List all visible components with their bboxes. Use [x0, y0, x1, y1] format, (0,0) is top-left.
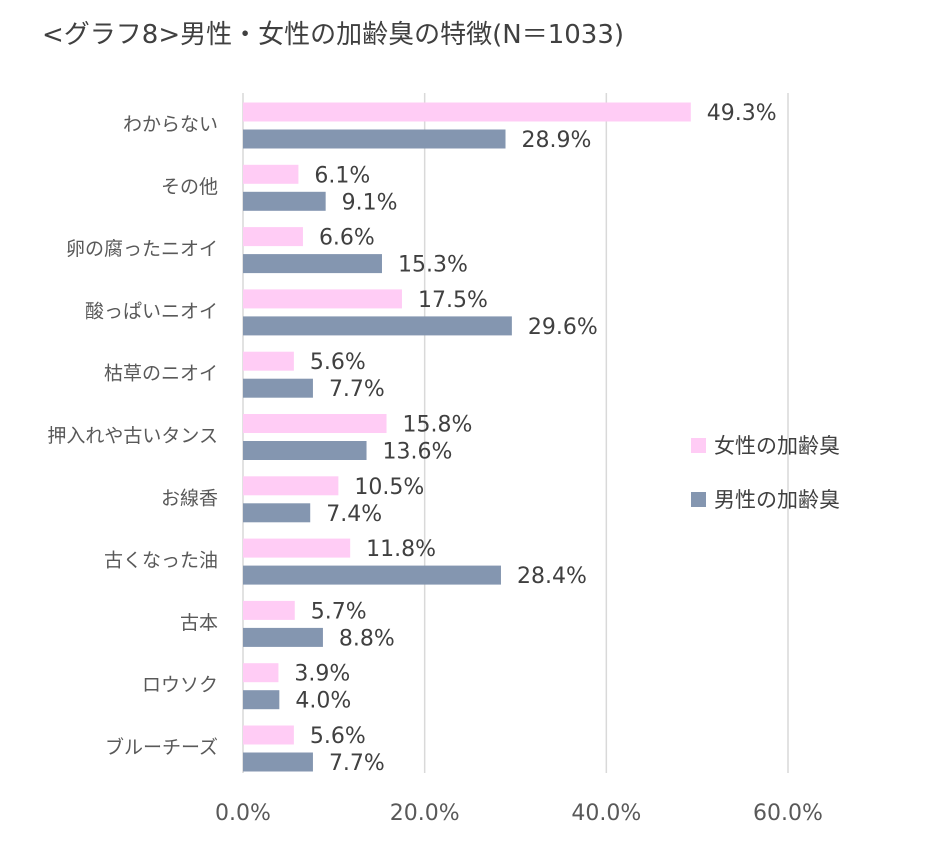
bar-female	[243, 289, 402, 309]
x-tick-label: 60.0%	[753, 801, 823, 826]
data-label: 28.4%	[517, 564, 587, 589]
data-label: 13.6%	[383, 440, 453, 465]
bar-male	[243, 565, 501, 585]
data-label: 9.1%	[342, 190, 398, 215]
category-label: 卵の腐ったニオイ	[66, 238, 218, 260]
category-label: お線香	[161, 487, 218, 509]
bar-male	[243, 503, 311, 523]
data-label: 11.8%	[366, 537, 436, 562]
category-label: わからない	[123, 114, 218, 136]
x-tick-label: 0.0%	[215, 801, 271, 826]
data-label: 5.6%	[310, 724, 366, 749]
legend-label: 女性の加齢臭	[714, 434, 840, 458]
category-label: 酸っぱいニオイ	[85, 300, 218, 322]
data-label: 5.7%	[311, 599, 367, 624]
category-label: 押入れや古いタンス	[47, 425, 218, 447]
data-label: 17.5%	[418, 288, 488, 313]
data-label: 6.6%	[319, 226, 375, 251]
bar-female	[243, 227, 303, 247]
x-tick-label: 20.0%	[390, 801, 460, 826]
bar-female	[243, 351, 294, 371]
bar-female	[243, 102, 691, 122]
data-label: 6.1%	[314, 163, 370, 188]
x-tick-label: 40.0%	[571, 801, 641, 826]
legend-swatch	[691, 438, 706, 453]
bar-female	[243, 663, 279, 683]
bar-female	[243, 538, 351, 558]
data-label: 7.7%	[329, 751, 385, 776]
data-label: 7.7%	[329, 377, 385, 402]
data-label: 8.8%	[339, 626, 395, 651]
bar-male	[243, 690, 280, 710]
bar-male	[243, 752, 313, 772]
bar-male	[243, 441, 367, 460]
legend-swatch	[691, 492, 706, 507]
category-label: 枯草のニオイ	[104, 363, 218, 385]
data-label: 3.9%	[294, 662, 350, 687]
bar-male	[243, 129, 506, 149]
legend-label: 男性の加齢臭	[714, 488, 840, 512]
bar-male	[243, 254, 382, 274]
bar-male	[243, 627, 323, 647]
bar-male	[243, 191, 326, 211]
bar-female	[243, 600, 295, 620]
data-label: 15.3%	[398, 253, 468, 278]
category-label: ロウソク	[142, 674, 218, 696]
data-label: 4.0%	[295, 689, 351, 714]
data-label: 7.4%	[326, 502, 382, 527]
category-label: 古くなった油	[104, 550, 218, 572]
data-label: 29.6%	[528, 315, 598, 340]
bar-female	[243, 476, 339, 496]
category-label: その他	[161, 176, 218, 198]
category-label: 古本	[180, 612, 218, 634]
category-label: ブルーチーズ	[105, 736, 218, 759]
bar-male	[243, 378, 313, 398]
data-label: 10.5%	[354, 475, 424, 500]
bar-female	[243, 725, 294, 745]
data-label: 28.9%	[522, 128, 592, 153]
bar-female	[243, 414, 387, 433]
bar-male	[243, 316, 512, 336]
data-label: 49.3%	[707, 101, 777, 126]
bar-female	[243, 164, 299, 184]
data-label: 5.6%	[310, 350, 366, 375]
data-label: 15.8%	[403, 413, 473, 438]
chart-title: <グラフ8>男性・女性の加齢臭の特徴(N＝1033)	[42, 20, 625, 50]
